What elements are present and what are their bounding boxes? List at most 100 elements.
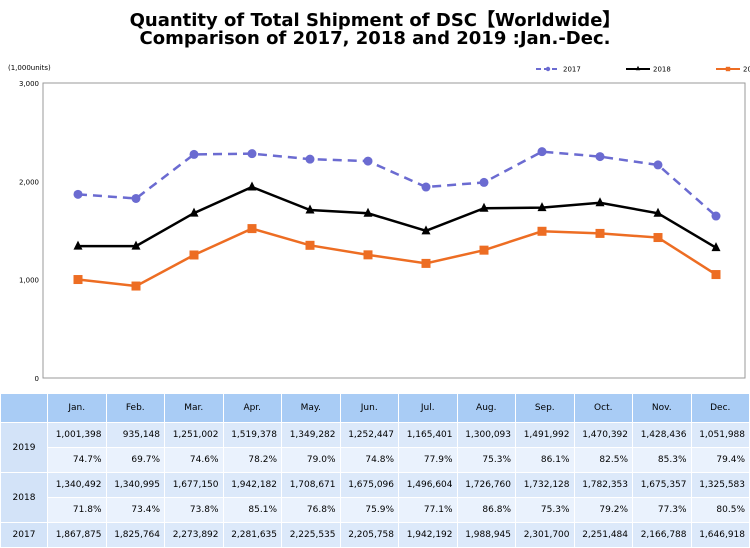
cell-quantity: 1,677,150 xyxy=(165,473,223,497)
data-point-2019 xyxy=(653,233,663,243)
data-point-2018 xyxy=(711,242,721,252)
data-point-2018 xyxy=(363,207,373,217)
data-point-2019 xyxy=(247,224,257,234)
data-point-2018 xyxy=(537,202,547,212)
cell-percent: 79.0% xyxy=(282,448,340,472)
data-point-2017 xyxy=(73,189,83,199)
row-year-label: 2019 xyxy=(1,423,47,472)
data-point-2018 xyxy=(479,202,489,212)
column-header: Jul. xyxy=(399,394,457,422)
cell-quantity: 2,166,788 xyxy=(633,523,691,547)
row-year-label: 2018 xyxy=(1,473,47,522)
line-chart: 0 1,000 2,000 3,000 2017 2018 2019 xyxy=(19,66,750,384)
chart-title-line2: Comparison of 2017, 2018 and 2019 :Jan.-… xyxy=(139,28,611,49)
cell-quantity: 1,300,093 xyxy=(457,423,515,447)
table-row-2019-yoy: 74.7% 69.7% 74.6% 78.2% 79.0% 74.8% 77.9% 75.3%… xyxy=(1,448,749,472)
column-header: Dec. xyxy=(691,394,749,422)
table-row-2018-yoy: 71.8% 73.4% 73.8% 85.1% 76.8% 75.9% 77.1% 86.8%… xyxy=(1,498,749,522)
cell-quantity: 1,001,398 xyxy=(48,423,106,447)
data-point-2017 xyxy=(363,156,373,166)
row-year-label: 2017 xyxy=(1,523,47,547)
cell-quantity: 2,273,892 xyxy=(165,523,223,547)
series-line-2018 xyxy=(77,185,717,249)
data-table: Jan. Feb. Mar. Apr. May. Jun. Jul. Aug. Sep. Oct.… xyxy=(0,393,750,548)
legend-label-2017: 2017 xyxy=(563,66,581,74)
data-point-2018 xyxy=(653,207,663,217)
data-point-2018 xyxy=(305,204,315,214)
data-point-2017 xyxy=(653,160,663,170)
cell-quantity: 1,726,760 xyxy=(457,473,515,497)
cell-quantity: 1,349,282 xyxy=(282,423,340,447)
series-line-2017 xyxy=(77,150,717,217)
data-point-2018 xyxy=(595,197,605,207)
data-point-2017 xyxy=(595,152,605,162)
cell-quantity: 1,732,128 xyxy=(516,473,574,497)
column-header: Apr. xyxy=(223,394,281,422)
data-point-2019 xyxy=(131,281,141,291)
data-point-2018 xyxy=(131,240,141,250)
cell-quantity: 1,782,353 xyxy=(574,473,632,497)
cell-quantity: 1,252,447 xyxy=(340,423,398,447)
data-point-2019 xyxy=(479,245,489,255)
y-tick-label: 3,000 xyxy=(19,80,39,88)
cell-quantity: 1,491,992 xyxy=(516,423,574,447)
data-point-2018 xyxy=(247,181,257,191)
data-point-2018 xyxy=(189,207,199,217)
column-header: Sep. xyxy=(516,394,574,422)
data-point-2019 xyxy=(189,250,199,260)
cell-percent: 82.5% xyxy=(574,448,632,472)
cell-quantity: 1,325,583 xyxy=(691,473,749,497)
cell-quantity: 1,825,764 xyxy=(106,523,164,547)
data-point-2017 xyxy=(421,182,431,192)
cell-percent: 76.8% xyxy=(282,498,340,522)
cell-quantity: 1,051,988 xyxy=(691,423,749,447)
cell-percent: 79.2% xyxy=(574,498,632,522)
data-point-2017 xyxy=(305,154,315,164)
cell-quantity: 1,519,378 xyxy=(223,423,281,447)
column-header: Jan. xyxy=(48,394,106,422)
cell-quantity: 1,708,671 xyxy=(282,473,340,497)
table-row-2018: 2018 1,340,492 1,340,995 1,677,150 1,942,182… xyxy=(1,473,749,522)
cell-percent: 73.4% xyxy=(106,498,164,522)
data-point-2019 xyxy=(421,258,431,268)
cell-quantity: 1,428,436 xyxy=(633,423,691,447)
cell-percent: 75.3% xyxy=(457,448,515,472)
cell-quantity: 1,988,945 xyxy=(457,523,515,547)
column-header: Aug. xyxy=(457,394,515,422)
cell-quantity: 1,675,096 xyxy=(340,473,398,497)
chart-title-line1: Quantity of Total Shipment of DSC【Worldw… xyxy=(129,10,621,31)
cell-percent: 77.3% xyxy=(633,498,691,522)
cell-percent: 77.1% xyxy=(399,498,457,522)
cell-quantity: 1,942,182 xyxy=(223,473,281,497)
table-row-2017: 2017 1,867,875 1,825,764 2,273,892 2,281,635… xyxy=(1,523,749,547)
plot-area xyxy=(42,82,746,379)
series-line-2019 xyxy=(77,227,717,288)
cell-quantity: 1,867,875 xyxy=(48,523,106,547)
y-tick-label: 1,000 xyxy=(19,277,39,285)
cell-quantity: 935,148 xyxy=(106,423,164,447)
data-point-2017 xyxy=(479,177,489,187)
cell-quantity: 2,205,758 xyxy=(340,523,398,547)
cell-percent: 69.7% xyxy=(106,448,164,472)
cell-quantity: 1,251,002 xyxy=(165,423,223,447)
cell-percent: 74.8% xyxy=(340,448,398,472)
cell-percent: 78.2% xyxy=(223,448,281,472)
data-point-2018 xyxy=(421,225,431,235)
cell-quantity: 2,225,535 xyxy=(282,523,340,547)
cell-percent: 79.4% xyxy=(691,448,749,472)
column-header: Jun. xyxy=(340,394,398,422)
column-header: Mar. xyxy=(165,394,223,422)
data-point-2018 xyxy=(73,240,83,250)
table-row-2019: 2019 1,001,398 935,148 1,251,002 1,519,378 1,… xyxy=(1,423,749,472)
column-header: May. xyxy=(282,394,340,422)
cell-percent: 74.6% xyxy=(165,448,223,472)
y-tick-label: 2,000 xyxy=(19,178,39,186)
legend-marker-2019 xyxy=(725,66,731,72)
column-header: Nov. xyxy=(633,394,691,422)
legend-label-2019: 2019 xyxy=(743,66,750,74)
cell-percent: 75.9% xyxy=(340,498,398,522)
data-point-2017 xyxy=(537,147,547,157)
cell-percent: 75.3% xyxy=(516,498,574,522)
column-header: Feb. xyxy=(106,394,164,422)
legend-marker-2017 xyxy=(545,66,551,72)
